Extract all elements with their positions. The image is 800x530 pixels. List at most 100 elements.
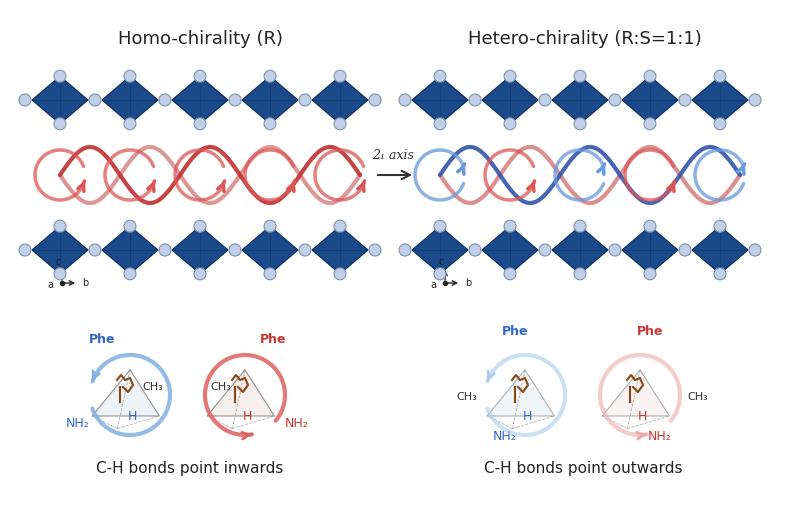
Circle shape: [504, 118, 516, 130]
Circle shape: [714, 118, 726, 130]
Circle shape: [504, 268, 516, 280]
Polygon shape: [692, 226, 748, 274]
Polygon shape: [242, 226, 298, 274]
Circle shape: [89, 94, 101, 106]
Circle shape: [399, 244, 411, 256]
Circle shape: [299, 94, 311, 106]
Circle shape: [369, 244, 381, 256]
Text: Homo-chirality (R): Homo-chirality (R): [118, 30, 282, 48]
Polygon shape: [602, 370, 670, 416]
Text: a: a: [430, 280, 436, 290]
Circle shape: [194, 268, 206, 280]
Circle shape: [679, 244, 691, 256]
Circle shape: [644, 118, 656, 130]
Circle shape: [54, 70, 66, 82]
Circle shape: [334, 118, 346, 130]
Circle shape: [504, 220, 516, 232]
Text: NH₂: NH₂: [648, 430, 672, 443]
Circle shape: [644, 268, 656, 280]
Circle shape: [644, 220, 656, 232]
Polygon shape: [242, 76, 298, 124]
Circle shape: [369, 94, 381, 106]
Polygon shape: [102, 76, 158, 124]
Text: CH₃: CH₃: [142, 382, 162, 392]
Circle shape: [194, 220, 206, 232]
Circle shape: [54, 118, 66, 130]
Text: NH₂: NH₂: [285, 417, 309, 430]
Text: b: b: [465, 278, 471, 288]
Circle shape: [19, 94, 31, 106]
Circle shape: [54, 220, 66, 232]
Polygon shape: [172, 76, 228, 124]
Circle shape: [469, 94, 481, 106]
Text: a: a: [47, 280, 53, 290]
Circle shape: [124, 220, 136, 232]
Circle shape: [574, 118, 586, 130]
Polygon shape: [172, 226, 228, 274]
Text: Phe: Phe: [502, 325, 528, 338]
Circle shape: [574, 220, 586, 232]
Text: CH₃: CH₃: [457, 392, 478, 402]
Text: H: H: [242, 410, 252, 423]
Polygon shape: [102, 226, 158, 274]
Circle shape: [229, 244, 241, 256]
Circle shape: [434, 268, 446, 280]
Circle shape: [574, 268, 586, 280]
Polygon shape: [32, 76, 88, 124]
Polygon shape: [552, 76, 608, 124]
Polygon shape: [312, 226, 368, 274]
Text: c: c: [438, 257, 444, 267]
Polygon shape: [692, 76, 748, 124]
Circle shape: [434, 220, 446, 232]
Circle shape: [574, 70, 586, 82]
Circle shape: [434, 118, 446, 130]
Polygon shape: [412, 76, 468, 124]
Polygon shape: [487, 370, 554, 416]
Circle shape: [334, 70, 346, 82]
Polygon shape: [92, 370, 159, 416]
Circle shape: [609, 244, 621, 256]
Text: Phe: Phe: [637, 325, 663, 338]
Polygon shape: [482, 76, 538, 124]
Circle shape: [124, 118, 136, 130]
Polygon shape: [552, 226, 608, 274]
Text: C-H bonds point inwards: C-H bonds point inwards: [96, 461, 284, 475]
Circle shape: [714, 70, 726, 82]
Text: H: H: [522, 410, 532, 423]
Text: H: H: [638, 410, 646, 423]
Text: 2₁ axis: 2₁ axis: [372, 149, 414, 162]
Text: Hetero-chirality (R:S=1:1): Hetero-chirality (R:S=1:1): [468, 30, 702, 48]
Circle shape: [194, 118, 206, 130]
Circle shape: [539, 94, 551, 106]
Circle shape: [644, 70, 656, 82]
Text: Phe: Phe: [260, 333, 286, 346]
Polygon shape: [622, 226, 678, 274]
Circle shape: [124, 268, 136, 280]
Text: b: b: [82, 278, 88, 288]
Circle shape: [679, 94, 691, 106]
Circle shape: [19, 244, 31, 256]
Circle shape: [434, 70, 446, 82]
Circle shape: [159, 244, 171, 256]
Circle shape: [229, 94, 241, 106]
Circle shape: [469, 244, 481, 256]
Circle shape: [399, 94, 411, 106]
Polygon shape: [622, 76, 678, 124]
Circle shape: [264, 118, 276, 130]
Circle shape: [714, 220, 726, 232]
Text: Phe: Phe: [89, 333, 115, 346]
Circle shape: [194, 70, 206, 82]
Circle shape: [714, 268, 726, 280]
Circle shape: [539, 244, 551, 256]
Polygon shape: [412, 226, 468, 274]
Text: CH₃: CH₃: [210, 382, 231, 392]
Circle shape: [749, 244, 761, 256]
Polygon shape: [32, 226, 88, 274]
Circle shape: [264, 70, 276, 82]
Text: C-H bonds point outwards: C-H bonds point outwards: [484, 461, 682, 475]
Circle shape: [54, 268, 66, 280]
Text: NH₂: NH₂: [66, 417, 90, 430]
Circle shape: [609, 94, 621, 106]
Circle shape: [264, 220, 276, 232]
Circle shape: [334, 220, 346, 232]
